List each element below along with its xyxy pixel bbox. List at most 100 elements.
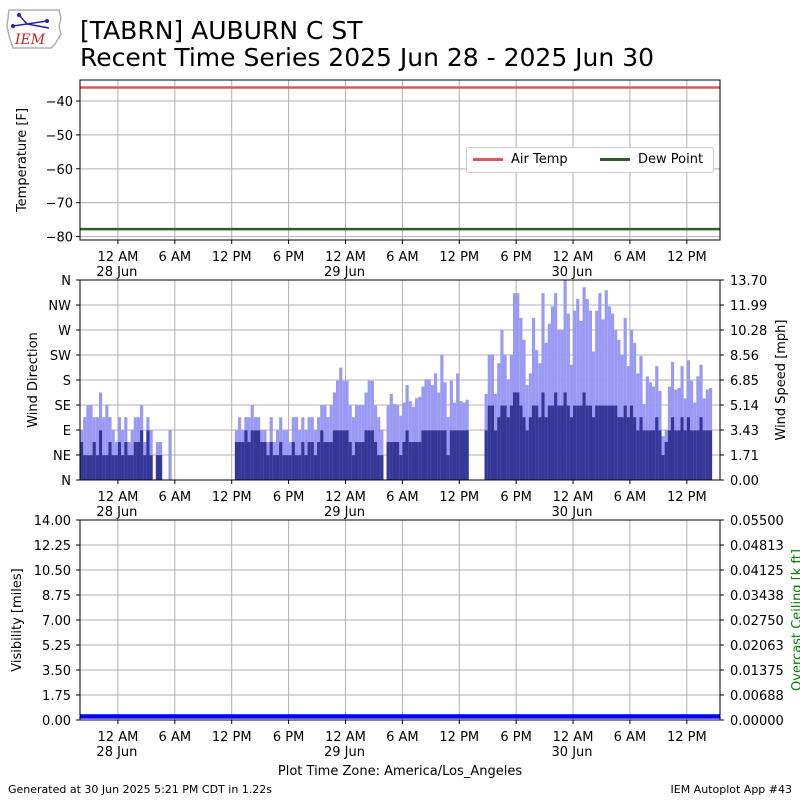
- wind-gust-bar: [418, 396, 422, 480]
- wind-speed-bar: [415, 442, 419, 480]
- wind-speed-bar: [269, 442, 273, 480]
- wind-gust-bar: [550, 306, 555, 480]
- temp-xtick-label: 6 AM: [386, 250, 419, 265]
- wind-speed-bar: [519, 405, 523, 480]
- vis-xtick-sublabel: 30 Jun: [552, 745, 593, 760]
- wind-speed-bar: [304, 455, 308, 480]
- wind-speed-bar: [313, 455, 318, 480]
- temp-xtick-sublabel: 28 Jun: [96, 265, 137, 280]
- wind-speed-bar: [234, 442, 239, 480]
- wind-speed-bar: [418, 442, 422, 480]
- wind-speed-bar: [279, 442, 283, 480]
- wind-xtick-label: 6 PM: [273, 490, 304, 505]
- wind-xtick-label: 12 PM: [439, 490, 479, 505]
- wind-gust-bar: [598, 293, 602, 480]
- wind-speed-bar: [525, 430, 529, 480]
- wind-speed-bar: [89, 455, 93, 480]
- wind-speed-bar: [487, 405, 491, 480]
- vis-xtick-label: 12 AM: [553, 730, 594, 745]
- wind-speed-bar: [696, 430, 700, 480]
- temp-ytick-label: −50: [46, 129, 73, 144]
- wind-gust-bar: [446, 417, 450, 480]
- chart-title: [TABRN] AUBURN C ST: [80, 16, 363, 45]
- wind-speed-bar: [143, 455, 147, 480]
- wind-gust-bar: [617, 339, 621, 480]
- wind-gust-bar: [389, 393, 393, 480]
- wind-gust-bar: [105, 405, 109, 480]
- wind-speed-bar: [547, 405, 551, 480]
- vis-xtick-label: 12 AM: [98, 730, 139, 745]
- wind-speed-bar: [677, 430, 681, 480]
- wind-gust-bar: [636, 373, 640, 480]
- wind-speed-bar: [671, 417, 675, 480]
- wind-gust-bar: [547, 323, 551, 480]
- wind-gust-bar: [433, 373, 438, 480]
- wind-speed-bar: [155, 455, 160, 480]
- wind-speed-bar: [437, 430, 441, 480]
- wind-speed-bar: [554, 392, 558, 480]
- wind-speed-bar: [244, 430, 248, 480]
- wind-speed-bar: [348, 442, 352, 480]
- wind-speed-bar: [686, 417, 690, 480]
- wind-gust-bar: [645, 376, 649, 480]
- wind-speed-bar: [610, 405, 615, 480]
- vis-ytick-label: 10.50: [34, 564, 71, 579]
- ceiling-ytick-label: 0.05500: [730, 514, 784, 529]
- wind-speed-bar: [408, 442, 412, 480]
- wind-speed-bar: [310, 442, 314, 480]
- legend-label-air-temp: Air Temp: [511, 152, 568, 167]
- wind-speed-bar: [111, 455, 115, 480]
- legend-swatch-dew-point: [600, 158, 630, 161]
- wind-speed-bar: [497, 417, 501, 480]
- vis-xtick-label: 12 PM: [212, 730, 252, 745]
- wind-xtick-label: 12 PM: [212, 490, 252, 505]
- wind-speed-bar: [512, 392, 517, 480]
- chart-subtitle: Recent Time Series 2025 Jun 28 - 2025 Ju…: [80, 43, 654, 72]
- wind-speed-bar: [563, 392, 567, 480]
- vis-ytick-label: 3.50: [42, 664, 71, 679]
- wind-speed-bar: [465, 430, 469, 480]
- wind-speed-bar: [598, 405, 602, 480]
- wind-gust-bar: [168, 430, 172, 480]
- wind-speed-bar: [367, 430, 371, 480]
- wind-speed-bar: [601, 405, 605, 480]
- wind-speed-bar: [83, 455, 87, 480]
- wind-speed-bar: [667, 430, 672, 480]
- wind-speed-bar: [288, 455, 292, 480]
- vis-xtick-sublabel: 29 Jun: [324, 745, 365, 760]
- wind-gust-bar: [402, 402, 406, 480]
- wind-speed-bar: [664, 442, 668, 480]
- wind-speed-bar: [342, 430, 346, 480]
- wind-speed-bar: [705, 430, 709, 480]
- ceiling-ytick-label: 0.00688: [730, 689, 784, 704]
- wind-gust-bar: [610, 313, 615, 480]
- wind-speed-bar: [604, 405, 608, 480]
- wind-speed-bar: [484, 430, 488, 480]
- wind-speed-bar: [633, 417, 637, 480]
- visibility-series: [79, 714, 721, 719]
- wind-dir-tick-label: SE: [55, 399, 71, 414]
- wind-gust-bar: [516, 293, 520, 480]
- wind-speed-bar: [95, 455, 99, 480]
- wind-speed-bar: [636, 430, 640, 480]
- temp-xtick-label: 12 PM: [667, 250, 707, 265]
- temp-ytick-label: −60: [46, 163, 73, 178]
- wind-speed-bar: [136, 442, 141, 480]
- wind-speed-bar: [298, 455, 302, 480]
- wind-speed-tick-label: 0.00: [730, 474, 759, 489]
- vis-ytick-label: 5.25: [42, 639, 71, 654]
- wind-speed-bar: [396, 442, 400, 480]
- wind-gust-bar: [554, 293, 558, 480]
- wind-speed-bar: [361, 442, 365, 480]
- wind-speed-ylabel: Wind Speed [mph]: [774, 320, 789, 441]
- wind-gust-bar: [95, 417, 99, 480]
- vis-ytick-label: 14.00: [34, 514, 71, 529]
- wind-gust-bar: [351, 417, 355, 480]
- wind-speed-bar: [528, 417, 532, 480]
- logo-text: IEM: [14, 32, 46, 48]
- wind-speed-bar: [358, 442, 362, 480]
- wind-speed-bar: [370, 430, 374, 480]
- wind-speed-bar: [626, 417, 630, 480]
- wind-speed-bar: [566, 405, 570, 480]
- wind-gust-bar: [415, 398, 419, 480]
